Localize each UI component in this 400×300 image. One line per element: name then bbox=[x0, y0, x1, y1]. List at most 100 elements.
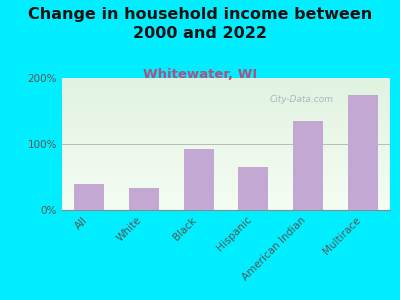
Bar bbox=[62, 119, 390, 120]
Bar bbox=[62, 195, 390, 196]
Bar bbox=[62, 142, 390, 143]
Bar bbox=[62, 102, 390, 103]
Bar bbox=[62, 95, 390, 96]
Bar bbox=[62, 120, 390, 121]
Bar bbox=[62, 90, 390, 91]
Bar bbox=[62, 139, 390, 140]
Bar bbox=[62, 104, 390, 105]
Bar bbox=[62, 88, 390, 89]
Text: Whitewater, WI: Whitewater, WI bbox=[143, 68, 257, 80]
Bar bbox=[293, 121, 323, 210]
Bar bbox=[74, 184, 104, 210]
Bar bbox=[62, 175, 390, 176]
Bar bbox=[62, 114, 390, 115]
Bar bbox=[62, 164, 390, 165]
Bar bbox=[62, 96, 390, 97]
Bar bbox=[184, 149, 214, 210]
Bar bbox=[62, 150, 390, 151]
Bar bbox=[62, 106, 390, 107]
Bar bbox=[62, 136, 390, 137]
Bar bbox=[62, 123, 390, 124]
Bar bbox=[129, 188, 159, 210]
Bar bbox=[62, 188, 390, 189]
Bar bbox=[62, 132, 390, 133]
Bar bbox=[62, 199, 390, 200]
Bar bbox=[62, 177, 390, 178]
Bar bbox=[62, 87, 390, 88]
Bar bbox=[62, 105, 390, 106]
Bar bbox=[62, 176, 390, 177]
Bar bbox=[62, 86, 390, 87]
Bar bbox=[62, 126, 390, 127]
Bar bbox=[62, 187, 390, 188]
Bar bbox=[62, 186, 390, 187]
Bar bbox=[62, 171, 390, 172]
Bar bbox=[62, 140, 390, 141]
Bar bbox=[62, 118, 390, 119]
Bar bbox=[62, 167, 390, 168]
Bar bbox=[62, 185, 390, 186]
Bar bbox=[62, 168, 390, 169]
Bar bbox=[62, 197, 390, 198]
Bar bbox=[62, 89, 390, 90]
Bar bbox=[62, 143, 390, 144]
Bar bbox=[62, 125, 390, 126]
Bar bbox=[62, 134, 390, 135]
Bar bbox=[62, 110, 390, 111]
Bar bbox=[62, 178, 390, 179]
Bar bbox=[62, 84, 390, 85]
Bar bbox=[62, 169, 390, 170]
Bar bbox=[62, 205, 390, 206]
Bar bbox=[62, 138, 390, 139]
Bar bbox=[62, 99, 390, 100]
Bar bbox=[62, 78, 390, 79]
Bar bbox=[62, 148, 390, 149]
Bar bbox=[62, 115, 390, 116]
Bar bbox=[62, 157, 390, 158]
Bar bbox=[62, 202, 390, 203]
Bar bbox=[62, 82, 390, 83]
Bar bbox=[62, 180, 390, 181]
Bar bbox=[62, 204, 390, 205]
Bar bbox=[62, 161, 390, 162]
Bar bbox=[62, 103, 390, 104]
Bar bbox=[62, 203, 390, 204]
Bar bbox=[62, 147, 390, 148]
Bar bbox=[62, 79, 390, 80]
Bar bbox=[62, 137, 390, 138]
Bar bbox=[62, 141, 390, 142]
Bar bbox=[62, 149, 390, 150]
Bar bbox=[62, 189, 390, 190]
Bar bbox=[62, 190, 390, 191]
Bar bbox=[62, 154, 390, 155]
Bar bbox=[62, 165, 390, 166]
Bar bbox=[62, 155, 390, 156]
Bar bbox=[62, 97, 390, 98]
Bar bbox=[62, 100, 390, 101]
Bar bbox=[62, 208, 390, 209]
Bar bbox=[62, 159, 390, 160]
Bar bbox=[62, 162, 390, 163]
Bar bbox=[62, 153, 390, 154]
Bar bbox=[62, 101, 390, 102]
Bar bbox=[62, 91, 390, 92]
Bar bbox=[62, 94, 390, 95]
Bar bbox=[62, 145, 390, 146]
Bar bbox=[348, 94, 378, 210]
Bar bbox=[62, 113, 390, 114]
Bar bbox=[62, 107, 390, 108]
Bar bbox=[62, 130, 390, 131]
Bar bbox=[238, 167, 268, 210]
Bar bbox=[62, 93, 390, 94]
Bar bbox=[62, 124, 390, 125]
Bar bbox=[62, 117, 390, 118]
Bar bbox=[62, 200, 390, 201]
Bar bbox=[62, 144, 390, 145]
Bar bbox=[62, 131, 390, 132]
Bar bbox=[62, 135, 390, 136]
Bar bbox=[62, 196, 390, 197]
Bar bbox=[62, 121, 390, 122]
Bar bbox=[62, 85, 390, 86]
Bar bbox=[62, 128, 390, 129]
Bar bbox=[62, 192, 390, 193]
